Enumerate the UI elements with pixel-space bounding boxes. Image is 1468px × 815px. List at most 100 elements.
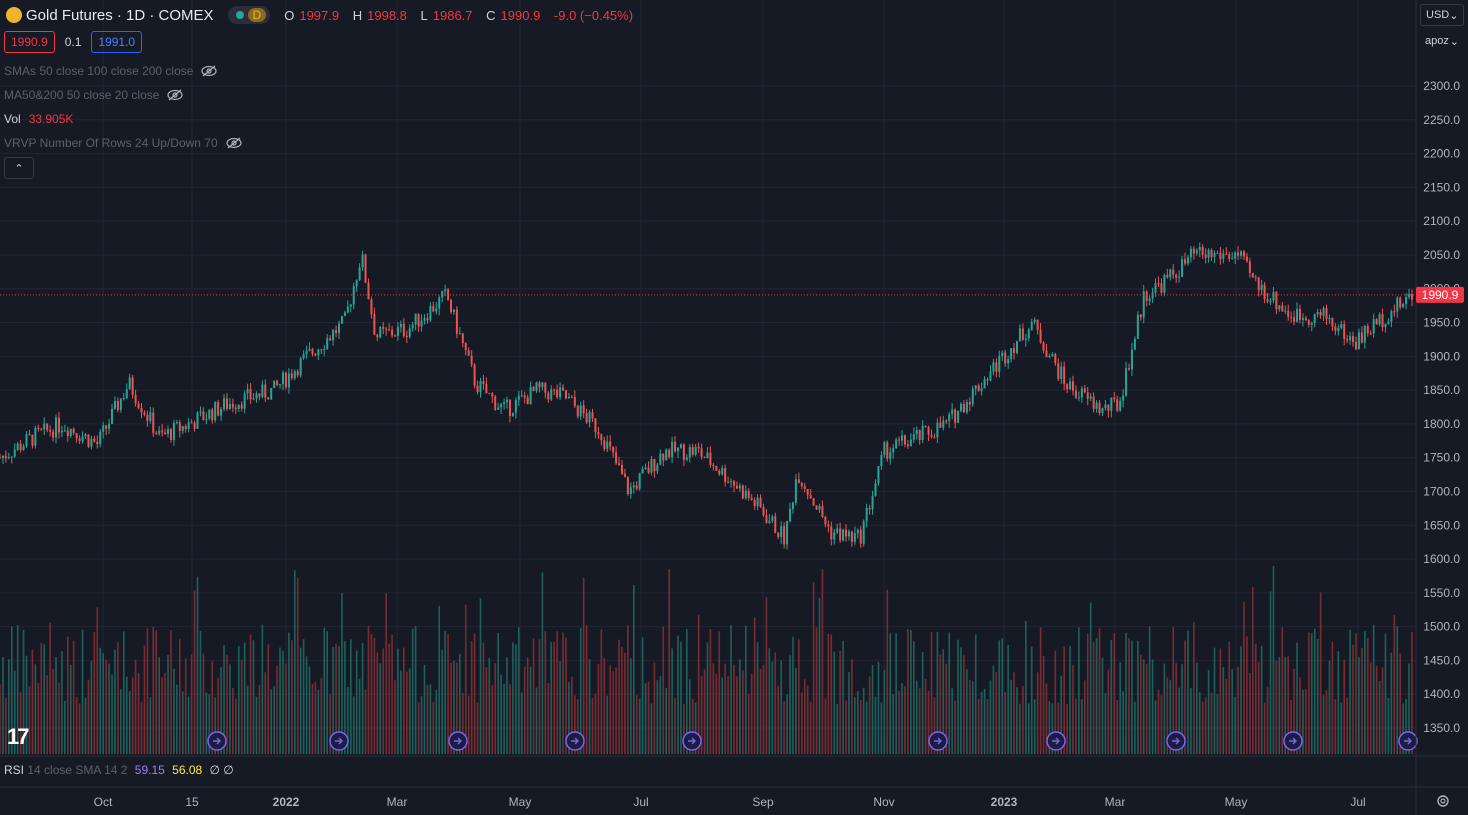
candle-body bbox=[971, 388, 974, 405]
volume-bar bbox=[464, 604, 467, 754]
candle-body bbox=[865, 507, 868, 522]
tradingview-logo-icon[interactable]: 17 bbox=[7, 724, 30, 749]
volume-bar bbox=[809, 701, 812, 754]
indicator-sma[interactable]: SMAs 50 close 100 close 200 close bbox=[4, 64, 218, 78]
volume-bar bbox=[190, 654, 193, 754]
candle-body bbox=[780, 526, 783, 538]
candle-body bbox=[830, 526, 833, 540]
volume-bar bbox=[1140, 654, 1142, 754]
candle-body bbox=[647, 467, 650, 473]
candle-body bbox=[72, 428, 75, 434]
volume-bar bbox=[1210, 692, 1213, 754]
volume-bar bbox=[618, 639, 620, 754]
volume-bar bbox=[904, 686, 906, 754]
currency-select[interactable]: USD ⌄ bbox=[1420, 4, 1464, 26]
market-status[interactable]: D bbox=[227, 6, 271, 24]
volume-bar bbox=[355, 650, 358, 754]
eye-hidden-icon[interactable] bbox=[201, 65, 218, 77]
volume-bar bbox=[66, 636, 69, 754]
x-tick-label: Jul bbox=[633, 795, 648, 809]
candle-body bbox=[1234, 252, 1237, 259]
candle-body bbox=[181, 426, 184, 431]
volume-bar bbox=[1083, 680, 1086, 754]
candle-body bbox=[90, 438, 93, 447]
candle-body bbox=[797, 479, 800, 484]
candle-body bbox=[340, 315, 343, 324]
buy-button[interactable]: 1991.0 bbox=[91, 31, 143, 53]
volume-bar bbox=[1372, 624, 1375, 754]
indicator-ma[interactable]: MA50&200 50 close 20 close bbox=[4, 88, 184, 102]
volume-bar bbox=[621, 646, 623, 754]
candle-body bbox=[500, 403, 503, 408]
volume-bar bbox=[630, 658, 632, 754]
volume-bar bbox=[915, 680, 918, 754]
candle-body bbox=[983, 379, 986, 389]
volume-bar bbox=[99, 647, 102, 754]
candle-body bbox=[1266, 299, 1269, 302]
gear-icon[interactable] bbox=[1436, 794, 1450, 808]
candle-body bbox=[1036, 319, 1039, 330]
sell-button[interactable]: 1990.9 bbox=[4, 31, 55, 53]
volume-bar bbox=[308, 666, 311, 754]
symbol-title[interactable]: Gold Futures · 1D · COMEX bbox=[26, 6, 214, 24]
volume-bar bbox=[373, 637, 376, 754]
volume-bar bbox=[1078, 627, 1080, 754]
volume-bar bbox=[851, 659, 853, 754]
candle-body bbox=[880, 455, 883, 467]
candle-body bbox=[461, 333, 464, 344]
volume-bar bbox=[697, 615, 700, 754]
volume-bar bbox=[208, 694, 211, 754]
volume-bar bbox=[579, 627, 582, 754]
volume-bar bbox=[1004, 692, 1007, 754]
volume-bar bbox=[945, 663, 948, 754]
candle-body bbox=[989, 371, 992, 381]
indicator-volume[interactable]: Vol 33.905K bbox=[4, 112, 73, 126]
candle-body bbox=[1254, 277, 1257, 279]
candle-body bbox=[641, 468, 644, 474]
candle-body bbox=[175, 422, 178, 424]
candle-body bbox=[803, 486, 806, 489]
candle-body bbox=[688, 447, 691, 458]
volume-bar bbox=[694, 702, 697, 754]
candle-body bbox=[258, 393, 261, 397]
candle-body bbox=[1030, 321, 1033, 330]
volume-bar bbox=[459, 653, 461, 754]
volume-bar bbox=[597, 664, 600, 754]
volume-bar bbox=[305, 656, 308, 754]
candle-body bbox=[547, 392, 550, 400]
candle-body bbox=[535, 382, 538, 391]
volume-bar bbox=[1069, 645, 1071, 754]
candle-body bbox=[741, 485, 744, 499]
volume-bar bbox=[335, 643, 337, 754]
candle-body bbox=[777, 532, 780, 538]
candle-body bbox=[402, 323, 405, 336]
candle-body bbox=[1360, 332, 1363, 343]
volume-bar bbox=[1107, 669, 1110, 754]
event-arrow-icon bbox=[1172, 737, 1180, 745]
candle-body bbox=[0, 457, 1, 459]
indicator-vrvp[interactable]: VRVP Number Of Rows 24 Up/Down 70 bbox=[4, 136, 242, 150]
volume-bar bbox=[170, 630, 172, 754]
candle-body bbox=[211, 409, 214, 421]
unit-select[interactable]: apoz ⌄ bbox=[1420, 30, 1464, 52]
candle-body bbox=[1331, 318, 1334, 327]
candle-body bbox=[550, 389, 553, 400]
eye-hidden-icon[interactable] bbox=[167, 89, 184, 101]
candle-body bbox=[482, 381, 485, 385]
volume-bar bbox=[181, 691, 184, 754]
volume-bar bbox=[1237, 666, 1239, 754]
rsi-legend[interactable]: RSI 14 close SMA 14 2 59.15 56.08 ∅ ∅ bbox=[4, 763, 234, 777]
candle-body bbox=[694, 446, 697, 455]
candle-body bbox=[1192, 248, 1195, 254]
collapse-indicators-button[interactable]: ⌃ bbox=[4, 157, 34, 179]
volume-bar bbox=[1325, 690, 1328, 754]
volume-bar bbox=[10, 626, 13, 754]
volume-bar bbox=[485, 667, 488, 754]
volume-bar bbox=[609, 665, 611, 754]
candle-body bbox=[279, 384, 282, 386]
volume-bar bbox=[532, 638, 535, 754]
eye-hidden-icon[interactable] bbox=[226, 137, 242, 149]
volume-bar bbox=[515, 644, 517, 754]
candle-body bbox=[1024, 338, 1027, 340]
